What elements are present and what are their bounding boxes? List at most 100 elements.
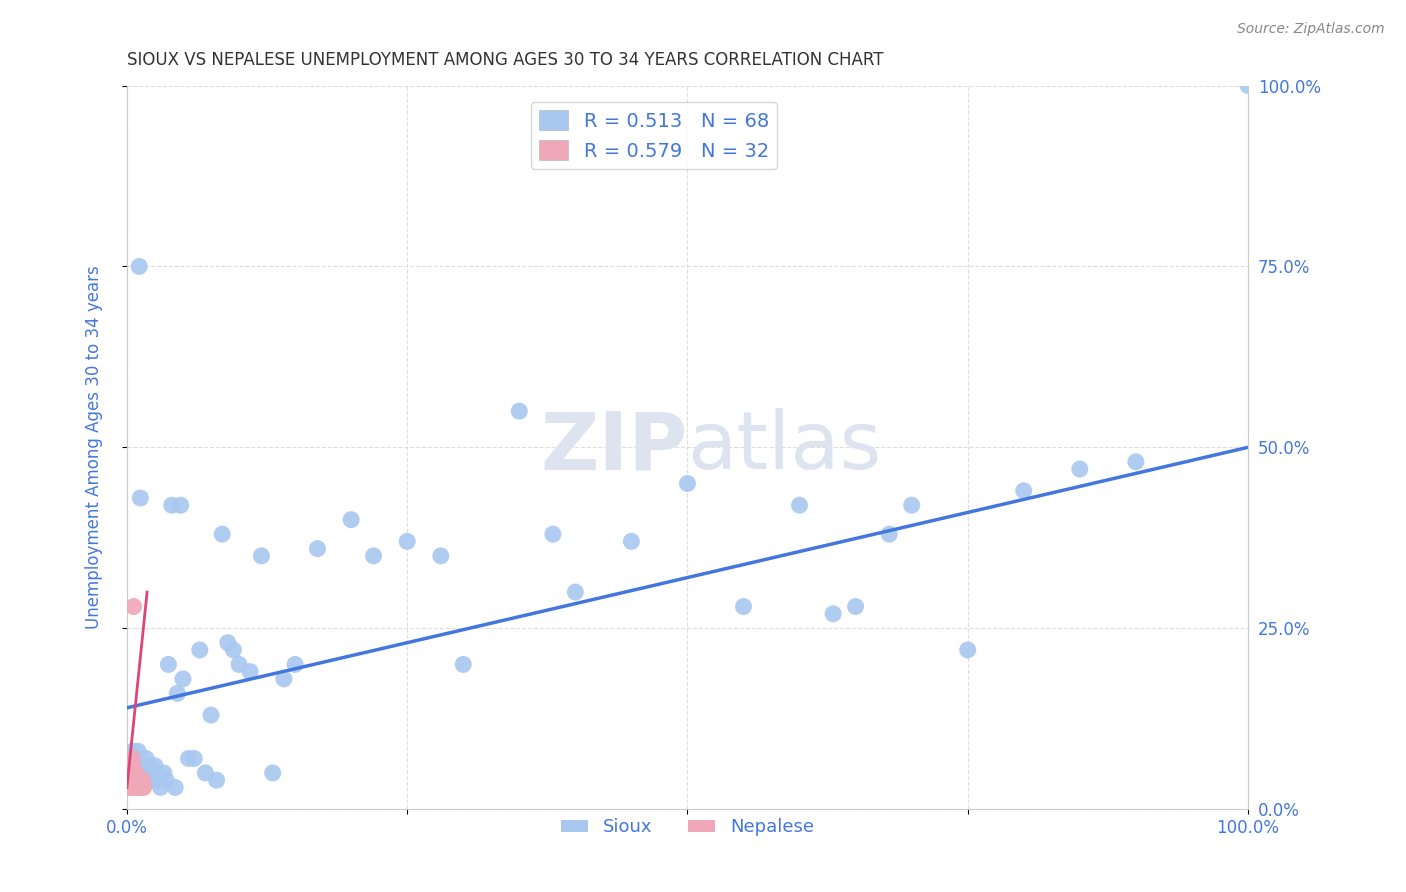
Point — [200, 708, 222, 723]
Point — [129, 773, 152, 788]
Point — [143, 758, 166, 772]
Point — [120, 780, 142, 795]
Point — [131, 780, 153, 795]
Point — [396, 534, 419, 549]
Point — [125, 780, 148, 795]
Point — [120, 780, 142, 795]
Point — [135, 751, 157, 765]
Point — [149, 780, 172, 795]
Point — [127, 773, 149, 788]
Point — [125, 773, 148, 788]
Point — [125, 780, 148, 795]
Point — [139, 773, 162, 788]
Text: atlas: atlas — [688, 409, 882, 486]
Point — [125, 758, 148, 772]
Point — [120, 773, 142, 788]
Point — [789, 498, 811, 512]
Point — [138, 758, 160, 772]
Point — [131, 780, 153, 795]
Point — [122, 780, 145, 795]
Point — [165, 780, 187, 795]
Y-axis label: Unemployment Among Ages 30 to 34 years: Unemployment Among Ages 30 to 34 years — [86, 266, 103, 629]
Point — [124, 773, 146, 788]
Point — [211, 527, 233, 541]
Point — [172, 672, 194, 686]
Point — [125, 773, 148, 788]
Point — [155, 773, 177, 788]
Point — [166, 686, 188, 700]
Point — [120, 758, 142, 772]
Point — [217, 636, 239, 650]
Point — [183, 751, 205, 765]
Point — [136, 773, 159, 788]
Point — [121, 766, 143, 780]
Text: ZIP: ZIP — [540, 409, 688, 486]
Point — [134, 766, 156, 780]
Point — [127, 780, 149, 795]
Point — [120, 758, 142, 772]
Point — [121, 744, 143, 758]
Point — [122, 766, 145, 780]
Point — [125, 780, 148, 795]
Point — [153, 766, 176, 780]
Point — [136, 766, 159, 780]
Point — [228, 657, 250, 672]
Point — [131, 773, 153, 788]
Point — [239, 665, 262, 679]
Point — [125, 766, 148, 780]
Legend: Sioux, Nepalese: Sioux, Nepalese — [554, 811, 821, 844]
Point — [124, 773, 146, 788]
Point — [120, 766, 142, 780]
Point — [124, 780, 146, 795]
Point — [131, 773, 153, 788]
Point — [128, 780, 150, 795]
Text: Source: ZipAtlas.com: Source: ZipAtlas.com — [1237, 22, 1385, 37]
Point — [1125, 455, 1147, 469]
Point — [564, 585, 586, 599]
Point — [250, 549, 273, 563]
Point — [205, 773, 228, 788]
Point — [121, 758, 143, 772]
Point — [177, 751, 200, 765]
Point — [132, 780, 155, 795]
Text: SIOUX VS NEPALESE UNEMPLOYMENT AMONG AGES 30 TO 34 YEARS CORRELATION CHART: SIOUX VS NEPALESE UNEMPLOYMENT AMONG AGE… — [127, 51, 883, 69]
Point — [956, 643, 979, 657]
Point — [120, 773, 142, 788]
Point — [121, 780, 143, 795]
Point — [121, 773, 143, 788]
Point — [127, 744, 149, 758]
Point — [122, 599, 145, 614]
Point — [1069, 462, 1091, 476]
Point — [157, 657, 180, 672]
Point — [146, 773, 169, 788]
Point — [733, 599, 755, 614]
Point — [340, 513, 363, 527]
Point — [142, 773, 165, 788]
Point — [127, 773, 149, 788]
Point — [128, 260, 150, 274]
Point — [121, 766, 143, 780]
Point — [508, 404, 530, 418]
Point — [900, 498, 922, 512]
Point — [141, 766, 163, 780]
Point — [170, 498, 193, 512]
Point — [132, 766, 155, 780]
Point — [823, 607, 845, 621]
Point — [124, 766, 146, 780]
Point — [129, 491, 152, 505]
Point — [541, 527, 564, 541]
Point — [430, 549, 453, 563]
Point — [188, 643, 211, 657]
Point — [307, 541, 329, 556]
Point — [363, 549, 385, 563]
Point — [160, 498, 183, 512]
Point — [122, 773, 145, 788]
Point — [845, 599, 868, 614]
Point — [1012, 483, 1035, 498]
Point — [676, 476, 699, 491]
Point — [194, 766, 217, 780]
Point — [120, 766, 142, 780]
Point — [1237, 78, 1260, 93]
Point — [222, 643, 245, 657]
Point — [273, 672, 295, 686]
